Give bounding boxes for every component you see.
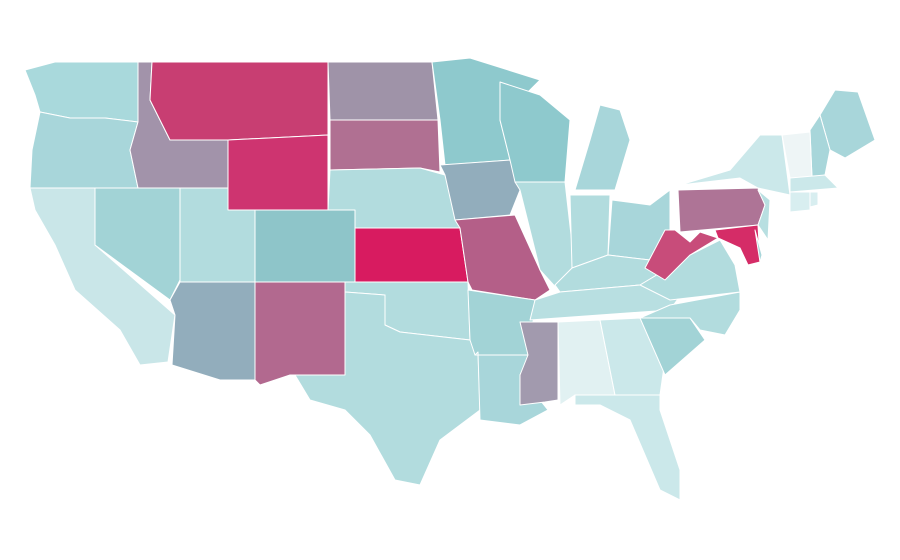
state-region (789, 174, 839, 193)
state-region (519, 321, 559, 406)
state-region (254, 209, 356, 283)
state-region (294, 291, 481, 486)
state-region (574, 394, 681, 501)
state-region (679, 134, 791, 196)
state-region (327, 61, 439, 121)
state-region (29, 111, 139, 189)
state-region (574, 104, 631, 191)
state-region (149, 61, 329, 141)
state-region (789, 191, 811, 213)
state-region (354, 227, 469, 283)
state-region (757, 189, 771, 241)
state-region (329, 119, 441, 173)
state-region (169, 281, 256, 381)
state-region (809, 191, 819, 208)
state-region (227, 134, 329, 211)
state-region (644, 229, 719, 281)
state-region (254, 281, 346, 386)
state-region (754, 229, 763, 263)
state-region (639, 291, 741, 336)
